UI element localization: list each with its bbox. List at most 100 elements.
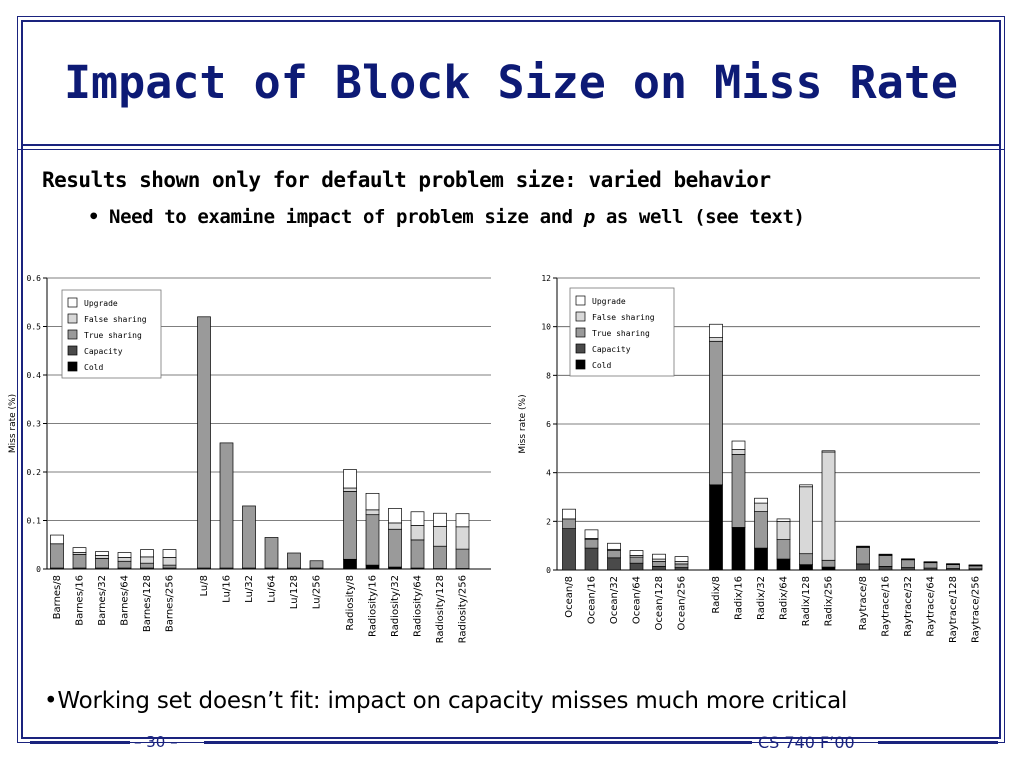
category-label-radix-16: Radix/16 (734, 576, 745, 620)
bar-segment-ocean-256-capacity (674, 567, 689, 571)
category-label-ocean-256: Ocean/256 (677, 576, 688, 630)
bar-segment-ocean-256-true-sharing (674, 563, 689, 568)
bullet-marker: • (88, 206, 100, 228)
bar-segment-barnes-128-upgrade (140, 549, 154, 558)
category-label-lu-64: Lu/64 (267, 575, 278, 603)
bar-segment-barnes-256-upgrade (162, 549, 177, 558)
bar-segment-radiosity-8-upgrade (343, 469, 357, 489)
category-label-raytrace-128: Raytrace/128 (948, 576, 959, 643)
legend-label-capacity: Capacity (592, 345, 631, 354)
bar-segment-raytrace-256-upgrade (968, 564, 983, 566)
category-label-lu-128: Lu/128 (289, 575, 300, 609)
category-label-barnes-256: Barnes/256 (165, 575, 176, 632)
category-label-ocean-8: Ocean/8 (564, 576, 575, 618)
bar-segment-radiosity-64-upgrade (410, 511, 425, 526)
category-label-lu-32: Lu/32 (244, 575, 255, 603)
bar-segment-radix-8-false-sharing (709, 337, 723, 342)
bar-segment-ocean-8-true-sharing (562, 518, 576, 529)
bar-segment-ocean-128-capacity (652, 566, 666, 571)
footer-rule-left (30, 741, 130, 744)
category-label-radix-32: Radix/32 (756, 576, 767, 620)
y-tick-label: 0.4 (27, 371, 42, 380)
bar-segment-lu-256-true-sharing (309, 560, 324, 569)
legend-label-capacity: Capacity (84, 347, 123, 356)
y-tick-label: 0.1 (27, 517, 42, 526)
bar-segment-radiosity-256-true-sharing (455, 548, 470, 569)
bar-segment-raytrace-16-upgrade (878, 553, 893, 556)
legend-label-cold: Cold (592, 361, 611, 370)
category-label-ocean-16: Ocean/16 (587, 576, 598, 624)
bar-segment-radix-256-cold (821, 566, 836, 571)
legend-swatch-upgrade (67, 297, 78, 308)
bar-segment-barnes-8-upgrade (50, 534, 64, 545)
category-label-radiosity-256: Radiosity/256 (458, 575, 469, 643)
y-tick-label: 0 (36, 565, 41, 574)
legend-swatch-true-sharing (67, 329, 78, 340)
legend-label-false-sharing: False sharing (592, 313, 655, 322)
bar-segment-lu-64-true-sharing (264, 537, 279, 569)
bar-segment-barnes-16-upgrade (72, 547, 87, 553)
category-label-radiosity-64: Radiosity/64 (413, 575, 424, 637)
y-axis-label: Miss rate (%) (518, 394, 528, 453)
legend-swatch-upgrade (575, 295, 586, 306)
bar-segment-barnes-256-false-sharing (162, 557, 177, 566)
bar-segment-radix-64-upgrade (776, 518, 791, 522)
bullet-results: Results shown only for default problem s… (42, 168, 771, 192)
bar-segment-lu-8-true-sharing (197, 316, 211, 569)
bar-segment-raytrace-128-upgrade (946, 563, 960, 565)
bar-segment-radix-8-cold (709, 484, 723, 571)
y-tick-label: 0.3 (27, 420, 42, 429)
bar-segment-radiosity-8-true-sharing (343, 491, 357, 560)
bar-segment-ocean-8-upgrade (562, 508, 576, 520)
bar-segment-radiosity-32-true-sharing (388, 528, 402, 568)
bar-segment-radix-128-cold (799, 564, 813, 571)
bar-segment-barnes-32-upgrade (95, 551, 109, 556)
bar-segment-radiosity-128-true-sharing (433, 545, 447, 569)
bar-segment-radiosity-16-cold (365, 564, 380, 570)
bar-segment-radix-64-false-sharing (776, 520, 791, 540)
footer-rule-middle (204, 741, 752, 744)
category-label-lu-16: Lu/16 (222, 575, 233, 603)
y-tick-label: 0 (546, 566, 551, 575)
bullet-problem-size-post: as well (see text) (594, 206, 805, 228)
bar-segment-ocean-32-capacity (607, 557, 621, 571)
legend-label-upgrade: Upgrade (592, 297, 626, 306)
bar-segment-ocean-32-true-sharing (607, 550, 621, 559)
bar-segment-ocean-128-upgrade (652, 553, 666, 560)
bar-segment-radix-256-true-sharing (821, 559, 836, 568)
chart-left-miss-rate: 0 0.1 0.2 0.3 0.4 0.5 0.6 Miss rate (%) Barnes/8… (8, 274, 491, 643)
category-label-radix-64: Radix/64 (779, 576, 790, 620)
y-tick-label: 6 (546, 420, 551, 429)
legend-label-true-sharing: True sharing (84, 331, 142, 340)
bar-segment-radix-128-true-sharing (799, 553, 813, 565)
bar-segment-radix-256-upgrade (821, 450, 836, 453)
bar-segment-radix-128-false-sharing (799, 486, 813, 555)
category-label-raytrace-8: Raytrace/8 (858, 576, 869, 630)
category-label-barnes-64: Barnes/64 (120, 575, 131, 626)
bar-segment-radiosity-16-false-sharing (365, 509, 380, 516)
bar-segment-barnes-64-upgrade (117, 552, 132, 558)
bar-segment-radix-8-upgrade (709, 323, 723, 338)
category-label-barnes-8: Barnes/8 (52, 575, 63, 619)
y-tick-label: 2 (546, 517, 551, 526)
bar-segment-barnes-128-false-sharing (140, 556, 154, 564)
bullet-problem-size-pre: Need to examine impact of problem size a… (109, 206, 584, 228)
bar-segment-radiosity-256-upgrade (455, 513, 470, 528)
bar-segment-barnes-8-true-sharing (50, 543, 64, 569)
legend-label-cold: Cold (84, 363, 103, 372)
category-label-ocean-128: Ocean/128 (654, 576, 665, 630)
legend-label-upgrade: Upgrade (84, 299, 118, 308)
bar-segment-radix-32-upgrade (754, 497, 768, 504)
y-tick-label: 8 (546, 371, 551, 380)
bar-segment-barnes-128-true-sharing (140, 562, 154, 569)
bar-segment-radix-16-false-sharing (731, 449, 746, 455)
bar-segment-radiosity-256-false-sharing (455, 526, 470, 550)
bar-segment-barnes-16-true-sharing (72, 554, 87, 569)
bar-segment-radix-16-upgrade (731, 440, 746, 450)
bar-segment-ocean-256-upgrade (674, 556, 689, 562)
bar-segment-raytrace-16-true-sharing (878, 555, 893, 567)
bullet-problem-size: • Need to examine impact of problem size … (88, 206, 805, 228)
bar-segment-radix-64-true-sharing (776, 539, 791, 560)
bar-segment-radiosity-8-cold (343, 558, 357, 570)
bar-segment-raytrace-8-upgrade (856, 545, 870, 548)
